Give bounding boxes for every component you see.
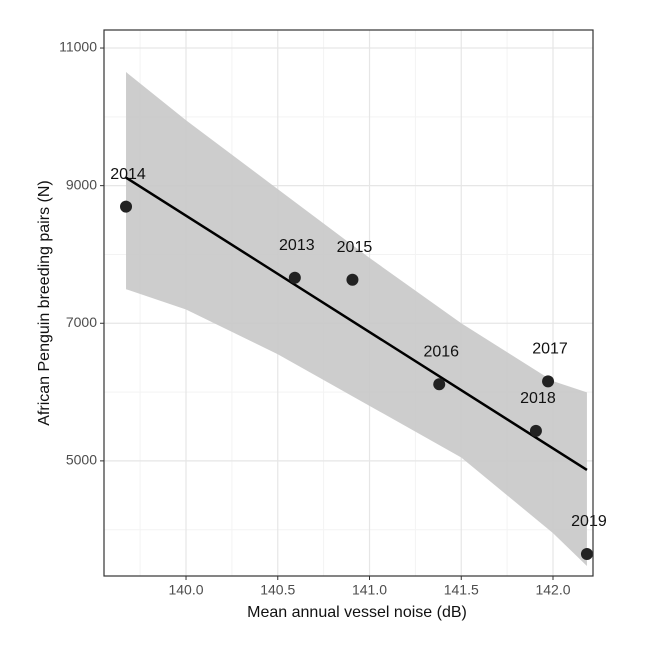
- point-label: 2019: [571, 513, 607, 530]
- y-tick-label: 7000: [66, 314, 97, 330]
- panel-border: [103, 29, 594, 577]
- fit-line: [125, 176, 588, 471]
- y-tick-label: 11000: [59, 39, 97, 55]
- point: [288, 271, 301, 284]
- point: [346, 273, 359, 286]
- point-label: 2018: [520, 390, 556, 407]
- y-axis-title: African Penguin breeding pairs (N): [36, 180, 53, 425]
- point: [580, 547, 593, 560]
- point-label: 2015: [337, 239, 373, 256]
- x-tick-label: 141.5: [444, 582, 479, 598]
- point: [542, 375, 555, 388]
- y-tick-label: 5000: [66, 452, 97, 468]
- point-label: 2014: [110, 166, 146, 183]
- point-label: 2016: [423, 344, 459, 361]
- x-axis-title: Mean annual vessel noise (dB): [247, 604, 467, 621]
- point: [433, 378, 446, 391]
- x-tick-label: 142.0: [535, 582, 570, 598]
- x-tick-label: 140.0: [168, 582, 203, 598]
- confidence-band: [126, 72, 587, 566]
- point: [529, 424, 542, 437]
- point-label: 2017: [532, 341, 568, 358]
- x-tick-label: 141.0: [352, 582, 387, 598]
- y-tick-label: 9000: [66, 176, 97, 192]
- point-label: 2013: [279, 237, 315, 254]
- point: [120, 200, 133, 213]
- x-tick-label: 140.5: [260, 582, 295, 598]
